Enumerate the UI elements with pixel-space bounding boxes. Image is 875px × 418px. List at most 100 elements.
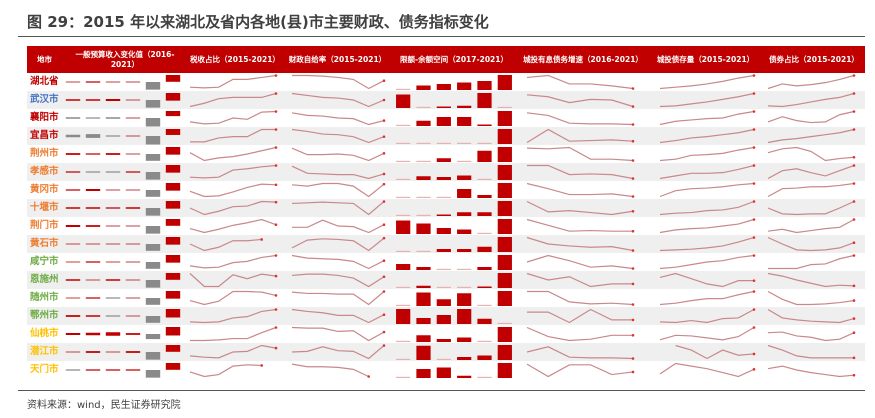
space-bar [477,124,492,126]
bond-share-chart [767,290,856,306]
space-bar [457,175,472,180]
space-bar [436,367,451,378]
revenue-change-chart [65,219,181,234]
revenue-bar [65,134,81,138]
bond-share-chart [767,331,856,342]
debt-growth-chart [526,94,635,108]
table-row: 荆州市 [27,145,865,163]
revenue-bar [125,117,141,119]
limit-balance-chart [396,255,512,270]
revenue-change-chart [65,75,181,90]
self-sufficiency-chart [292,219,386,234]
sparkline [291,254,385,270]
sparkline-marker [852,241,856,244]
debt-growth-chart [526,182,635,198]
sparkline [659,290,755,306]
table-row: 武汉市 [27,91,865,109]
space-bar [477,376,492,378]
sparkline-marker [752,92,756,95]
sparkline [526,236,634,252]
sparkline-marker [631,318,635,322]
space-bar [396,250,411,252]
space-bar [396,214,411,216]
sparkline [767,128,855,144]
revenue-bar [165,291,181,299]
revenue-bar [105,99,121,101]
tax-share-chart [189,273,278,288]
space-bar [436,358,451,360]
tax-share-chart [189,290,278,306]
revenue-bar [125,99,141,101]
space-bar [497,147,512,162]
sparkline-marker [852,182,856,185]
sparkline-marker [631,303,635,306]
sparkline [189,164,277,179]
sparkline-marker [382,313,386,316]
sparkline-marker [382,259,386,262]
space-bar [457,142,472,144]
space-bar [396,160,411,162]
self-sufficiency-chart [291,165,386,180]
revenue-bar [165,255,181,263]
sparkline [189,183,277,198]
revenue-bar [145,370,161,378]
revenue-bar [65,261,81,263]
bond-stock-chart [659,272,756,288]
bond-stock-chart [659,92,756,108]
limit-balance-chart [396,129,512,144]
revenue-bar [85,189,101,191]
space-bar [497,219,512,234]
sparkline-marker [274,200,278,204]
limit-balance-chart [396,237,512,252]
revenue-bar [105,117,121,119]
space-bar [457,82,472,90]
space-bar [497,322,512,324]
sparkline-marker [752,279,756,282]
sparkline-marker [631,357,635,360]
sparkline-marker [274,274,278,278]
revenue-bar [125,351,141,353]
sparkline [189,218,277,234]
city-name: 荆州市 [30,148,59,159]
revenue-bar [65,225,81,227]
limit-balance-chart [396,327,512,342]
table-row: 十堰市 [27,199,865,217]
space-bar [416,120,431,126]
revenue-bar [165,165,181,173]
space-bar [416,335,431,342]
table-header: 地市 一般预算收入变化值（2016-2021） 税收占比（2015-2021） … [27,46,865,73]
sparkline [526,363,634,378]
revenue-bar [105,332,121,336]
sparkline-marker [274,92,278,95]
revenue-bar [145,334,161,340]
sparkline-marker [382,275,386,279]
revenue-change-chart [65,111,181,127]
space-bar [396,264,411,270]
bond-share-chart [767,74,856,90]
sparkline-marker [752,326,756,329]
revenue-bar [165,219,181,226]
bond-share-chart [767,344,856,360]
revenue-change-chart [65,129,181,145]
space-bar [457,268,472,270]
tax-share-chart [189,308,278,324]
sparkline-marker [274,146,278,149]
self-sufficiency-chart [291,326,386,342]
space-bar [457,117,472,126]
sparkline-marker [382,344,386,347]
space-bar [497,165,512,180]
revenue-bar [125,243,141,245]
space-bar [436,177,451,180]
sparkline [291,165,385,180]
sparkline-marker [752,254,756,257]
space-bar [477,286,492,288]
sparkline [526,128,634,144]
sparkline [190,128,276,143]
space-bar [457,309,472,324]
sparkline-marker [852,74,856,77]
revenue-bar [85,225,101,227]
space-bar [436,142,451,144]
city-name: 武汉市 [30,94,59,105]
sparkline-marker [274,110,278,113]
revenue-bar [85,153,101,155]
